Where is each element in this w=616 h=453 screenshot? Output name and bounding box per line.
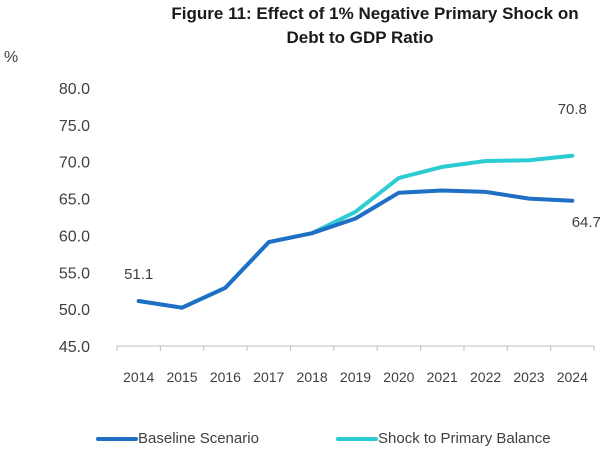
series-lines xyxy=(136,153,575,310)
legend-swatch-baseline xyxy=(96,436,138,441)
data-label: 51.1 xyxy=(124,266,153,283)
y-tick-label: 75.0 xyxy=(59,118,90,135)
x-tick-label: 2024 xyxy=(557,369,588,385)
series-line-shock xyxy=(136,153,575,310)
y-tick-label: 70.0 xyxy=(59,155,90,172)
y-tick-label: 65.0 xyxy=(59,192,90,209)
y-tick-label: 50.0 xyxy=(59,302,90,319)
y-tick-label: 80.0 xyxy=(59,81,90,98)
legend-label-baseline: Baseline Scenario xyxy=(138,430,259,447)
x-tick-label: 2020 xyxy=(383,369,414,385)
legend-item-baseline: Baseline Scenario xyxy=(96,430,259,447)
legend-swatch-shock xyxy=(336,436,378,441)
y-tick-label: 45.0 xyxy=(59,339,90,356)
y-axis-ticks: 45.0 50.0 55.0 60.0 65.0 70.0 75.0 80.0 xyxy=(59,81,90,356)
data-labels: 51.1 64.7 70.8 xyxy=(124,101,601,283)
y-axis-unit-label: % xyxy=(4,49,18,66)
legend-item-shock: Shock to Primary Balance xyxy=(336,430,551,447)
x-tick-label: 2018 xyxy=(297,369,328,385)
x-tick-label: 2019 xyxy=(340,369,371,385)
x-axis-ticks: 2014 2015 2016 2017 2018 2019 2020 2021 2022 2023… xyxy=(116,346,595,385)
x-tick-label: 2017 xyxy=(253,369,284,385)
chart-title: Figure 11: Effect of 1% Negative Primary… xyxy=(110,2,610,50)
x-tick-label: 2022 xyxy=(470,369,501,385)
x-tick-label: 2015 xyxy=(166,369,197,385)
y-tick-label: 55.0 xyxy=(59,265,90,282)
legend: Baseline Scenario Shock to Primary Balan… xyxy=(0,430,616,452)
chart-title-line-2: Debt to GDP Ratio xyxy=(286,28,434,47)
x-tick-label: 2014 xyxy=(123,369,154,385)
y-tick-label: 60.0 xyxy=(59,228,90,245)
data-label: 64.7 xyxy=(572,214,601,231)
data-label: 70.8 xyxy=(558,101,587,118)
x-tick-label: 2016 xyxy=(210,369,241,385)
series-line-baseline xyxy=(136,188,575,310)
x-tick-label: 2023 xyxy=(513,369,544,385)
chart-title-line-1: Figure 11: Effect of 1% Negative Primary… xyxy=(171,4,579,23)
x-tick-label: 2021 xyxy=(427,369,458,385)
legend-label-shock: Shock to Primary Balance xyxy=(378,430,551,447)
